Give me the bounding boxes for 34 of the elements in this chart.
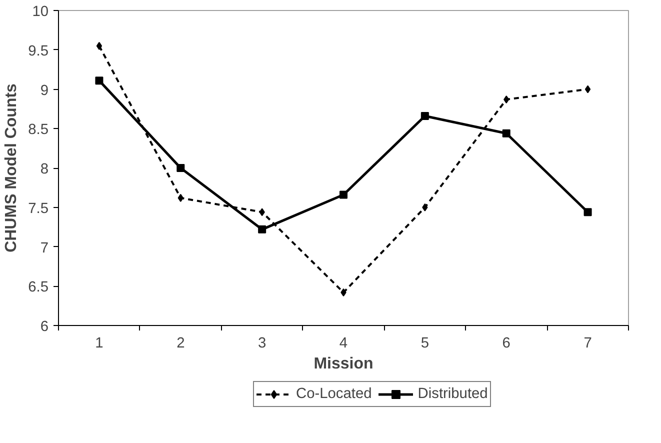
point [422,203,428,212]
y-tick-label: 8.5 [28,122,48,138]
point [95,76,104,85]
point [504,95,510,104]
x-axis-title: Mission [314,356,374,372]
point [258,225,266,234]
y-tick-label: 10 [32,4,49,20]
point [178,194,184,202]
x-tick-label: 2 [176,336,185,352]
x-tick-label: 4 [339,336,348,352]
y-tick-label: 7.5 [28,200,48,217]
point [584,85,591,94]
point [96,42,102,50]
legend-label: Co-Located [296,386,372,402]
x-tick-label: 6 [502,336,510,352]
x-tick-label: 1 [95,336,104,352]
x-tick-label: 5 [420,336,430,352]
y-tick-label: 9 [40,82,49,99]
point [176,164,185,172]
x-tick-label: 7 [584,336,592,352]
y-tick-label: 8 [40,162,49,178]
y-tick-label: 6.5 [28,280,48,296]
y-tick-label: 7 [40,240,49,256]
y-axis-title: CHUMS Model Counts [3,83,20,252]
point [340,190,348,199]
point [502,129,510,138]
point [340,288,346,296]
legend-label: Distributed [418,386,488,402]
point [584,208,592,216]
point [420,112,429,120]
y-tick-label: 6 [40,319,49,335]
y-tick-label: 9.5 [28,43,48,60]
x-tick-label: 3 [258,336,266,352]
point [259,208,265,216]
